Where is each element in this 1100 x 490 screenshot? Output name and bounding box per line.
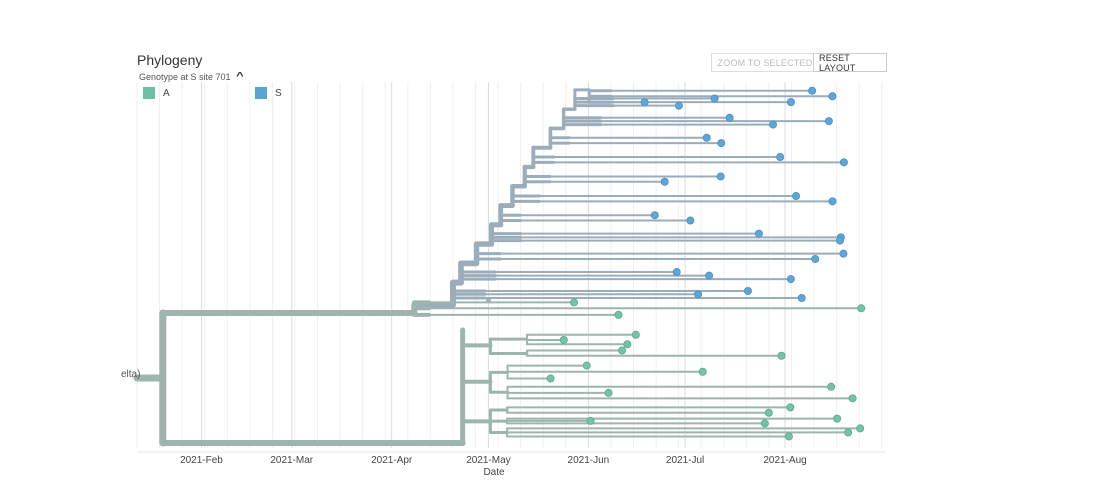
root-label: elta) [121,369,140,380]
tip-s[interactable] [716,172,725,181]
tip-s[interactable] [672,268,681,277]
tip-a[interactable] [586,416,595,425]
tip-a[interactable] [786,403,795,412]
tip-s[interactable] [811,254,820,263]
tip-s[interactable] [674,101,683,110]
tip-a[interactable] [784,432,793,441]
x-tick-label: 2021-Aug [763,455,806,466]
tip-a[interactable] [604,388,613,397]
tip-a[interactable] [857,304,866,313]
tip-s[interactable] [660,177,669,186]
tip-s[interactable] [717,139,726,148]
tip-a[interactable] [827,382,836,391]
tip-s[interactable] [743,286,752,295]
tip-s[interactable] [824,117,833,126]
x-tick-label: 2021-Feb [180,455,223,466]
tip-s[interactable] [725,113,734,122]
branches [133,88,863,447]
tip-s[interactable] [786,275,795,284]
tip-s[interactable] [694,290,703,299]
tip-a[interactable] [614,310,623,319]
tip-s[interactable] [754,229,763,238]
tip-a[interactable] [570,298,579,307]
tip-s[interactable] [710,94,719,103]
tip-s[interactable] [839,158,848,167]
tip-a[interactable] [582,361,591,370]
tip-a[interactable] [623,340,632,349]
tip-s[interactable] [828,92,837,101]
tip-s[interactable] [786,98,795,107]
tip-s[interactable] [835,236,844,245]
chevron-up-icon[interactable]: ^ [235,71,244,82]
tip-a[interactable] [856,424,865,433]
tip-a[interactable] [618,346,627,355]
legend-label-s: S [275,87,282,99]
tip-s[interactable] [705,271,714,280]
tip-s[interactable] [797,294,806,303]
x-tick-label: 2021-Apr [371,455,413,466]
tip-a[interactable] [777,351,786,360]
tip-a[interactable] [546,374,555,383]
tip-s[interactable] [792,192,801,201]
tip-a[interactable] [848,394,857,403]
x-tick-label: 2021-May [466,455,510,466]
tip-s[interactable] [776,153,785,162]
tip-s[interactable] [640,98,649,107]
tip-a[interactable] [698,367,707,376]
color-by-label: Genotype at S site 701 [139,71,231,82]
legend-item-a[interactable]: A [143,87,170,99]
x-tick-label: 2021-Jun [568,455,610,466]
tip-s[interactable] [686,216,695,225]
tip-a[interactable] [844,428,853,437]
legend-label-a: A [163,87,170,99]
x-axis-label: Date [483,467,505,478]
tip-a[interactable] [631,330,640,339]
x-axis: 2021-Feb 2021-Mar 2021-Apr 2021-May 2021-Jun… [137,451,885,466]
tip-s[interactable] [702,133,711,142]
tip-a[interactable] [764,408,773,417]
tip-s[interactable] [839,249,848,258]
panel-title: Phylogeny [137,52,203,68]
tip-s[interactable] [828,197,837,206]
tip-s[interactable] [808,86,817,95]
tip-a[interactable] [833,414,842,423]
legend-swatch-s [255,87,267,99]
tip-a[interactable] [760,419,769,428]
tip-s[interactable] [769,120,778,129]
legend-item-s[interactable]: S [255,87,282,99]
tip-s[interactable] [650,211,659,220]
reset-layout-button[interactable]: RESET LAYOUT [813,53,887,73]
x-tick-label: 2021-Mar [270,455,313,466]
tips [546,86,866,441]
color-by-selector[interactable]: Genotype at S site 701 ^ [139,71,244,82]
tip-a[interactable] [559,335,568,344]
grid-lines [136,82,883,448]
legend-swatch-a [143,87,155,99]
x-tick-label: 2021-Jul [666,455,704,466]
